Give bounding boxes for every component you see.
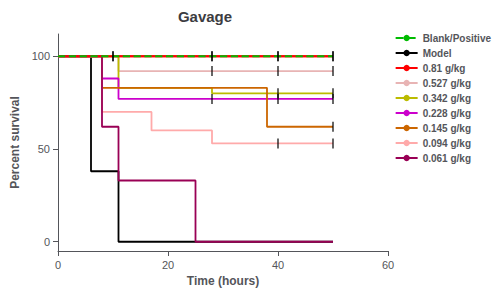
svg-text:0.228 g/kg: 0.228 g/kg (423, 108, 471, 119)
svg-text:0: 0 (55, 259, 61, 271)
svg-text:Percent survival: Percent survival (8, 96, 22, 189)
svg-text:100: 100 (32, 50, 50, 62)
svg-text:0.81 g/kg: 0.81 g/kg (423, 63, 466, 74)
svg-text:50: 50 (38, 143, 50, 155)
svg-text:Time (hours): Time (hours) (187, 274, 259, 288)
svg-text:Model: Model (423, 48, 452, 59)
svg-text:60: 60 (382, 259, 394, 271)
svg-text:20: 20 (162, 259, 174, 271)
svg-text:0.145 g/kg: 0.145 g/kg (423, 123, 471, 134)
svg-text:0.061 g/kg: 0.061 g/kg (423, 153, 471, 164)
svg-text:0.094 g/kg: 0.094 g/kg (423, 138, 471, 149)
svg-text:Blank/Positive: Blank/Positive (423, 33, 492, 44)
svg-text:Gavage: Gavage (178, 8, 232, 25)
svg-text:0.342 g/kg: 0.342 g/kg (423, 93, 471, 104)
svg-text:0.527 g/kg: 0.527 g/kg (423, 78, 471, 89)
svg-text:40: 40 (272, 259, 284, 271)
svg-text:0: 0 (44, 236, 50, 248)
